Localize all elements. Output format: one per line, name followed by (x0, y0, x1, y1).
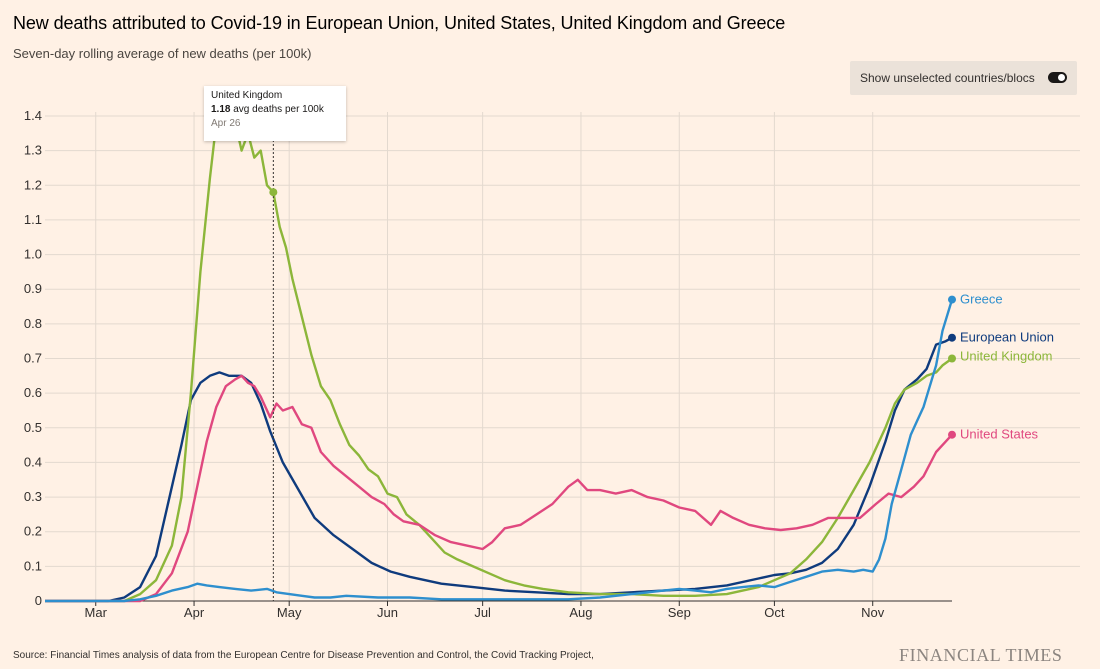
series-label: European Union (960, 330, 1054, 345)
series-label: United Kingdom (960, 349, 1053, 364)
chart-series (45, 100, 954, 603)
y-axis: 0 0.1 0.2 0.3 0.4 0.5 0.6 0.7 0.8 0.9 1.0 1.1 1.2 1.3… (24, 108, 952, 608)
tooltip-date: Apr 26 (211, 118, 241, 129)
y-tick-label: 1.2 (24, 177, 42, 192)
x-tick-label: Jul (474, 605, 491, 620)
series-line-greece (45, 299, 954, 603)
toggle-switch-icon[interactable] (1048, 72, 1067, 83)
x-tick-label: Sep (668, 605, 691, 620)
y-tick-label: 0.7 (24, 351, 42, 366)
series-end-dot (948, 295, 956, 304)
x-axis: Mar Apr May Jun Jul Aug Sep Oct Nov (85, 601, 885, 620)
series-labels: European Union United Kingdom United State… (948, 292, 1054, 442)
y-tick-label: 0.6 (24, 385, 42, 400)
y-tick-label: 0.2 (24, 524, 42, 539)
tooltip-value: 1.18 (211, 104, 231, 115)
chart-grid (45, 112, 1080, 601)
y-tick-label: 0.9 (24, 281, 42, 296)
y-tick-label: 1.0 (24, 247, 42, 262)
tooltip-country: United Kingdom (211, 90, 283, 101)
y-tick-label: 1.1 (24, 212, 42, 227)
x-tick-label: Nov (861, 605, 885, 620)
y-tick-label: 0.1 (24, 558, 42, 573)
y-tick-label: 0.5 (24, 420, 42, 435)
chart-title: New deaths attributed to Covid-19 in Eur… (13, 13, 786, 33)
y-tick-label: 0 (35, 593, 42, 608)
x-tick-label: Oct (764, 605, 785, 620)
series-label: United States (960, 427, 1039, 442)
toggle-knob (1058, 74, 1065, 81)
chart-subtitle: Seven-day rolling average of new deaths … (13, 46, 312, 61)
source-note: Source: Financial Times analysis of data… (13, 650, 594, 661)
x-tick-label: May (277, 605, 302, 620)
hover-point (269, 188, 278, 197)
y-tick-label: 0.3 (24, 489, 42, 504)
series-line-european-union (45, 336, 953, 603)
series-label: Greece (960, 292, 1003, 307)
show-unselected-toggle[interactable]: Show unselected countries/blocs (850, 61, 1077, 95)
series-end-dot (948, 333, 956, 342)
hover-marker (269, 140, 278, 601)
x-tick-label: Mar (85, 605, 108, 620)
toggle-label: Show unselected countries/blocs (860, 71, 1035, 85)
x-tick-label: Apr (184, 605, 205, 620)
chart-tooltip: United Kingdom 1.18 avg deaths per 100k … (204, 86, 346, 141)
series-line-united-states (45, 374, 953, 603)
x-tick-label: Aug (569, 605, 592, 620)
y-tick-label: 0.4 (24, 454, 42, 469)
x-tick-label: Jun (377, 605, 398, 620)
tooltip-value-line: 1.18 avg deaths per 100k (211, 104, 339, 115)
series-end-dot (948, 430, 956, 439)
ft-logo: FINANCIAL TIMES (899, 645, 1063, 665)
y-tick-label: 0.8 (24, 316, 42, 331)
series-end-dot (948, 354, 956, 363)
tooltip-unit: avg deaths per 100k (233, 104, 324, 115)
y-tick-label: 1.3 (24, 143, 42, 158)
y-tick-label: 1.4 (24, 108, 42, 123)
series-line-united-kingdom (45, 100, 953, 603)
